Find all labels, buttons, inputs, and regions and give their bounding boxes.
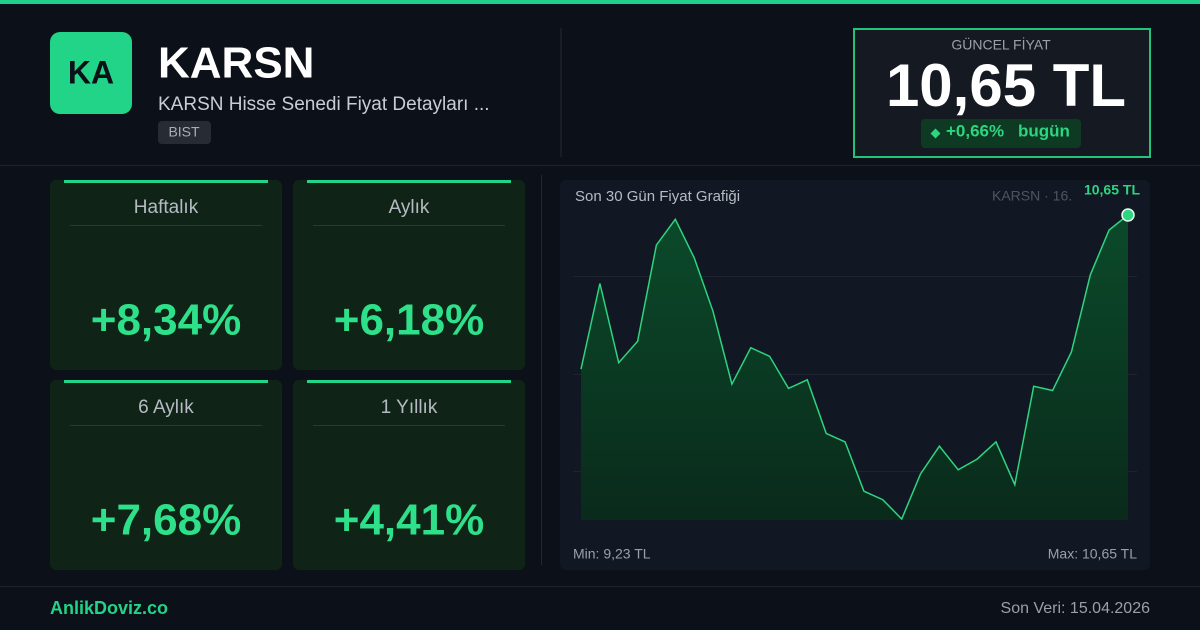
card-label: Haftalık	[134, 197, 199, 218]
card-value: +7,68%	[91, 496, 241, 545]
card-accent	[307, 180, 511, 183]
change-period: bugün	[1018, 121, 1070, 140]
subtitle: KARSN Hisse Senedi Fiyat Detayları ...	[158, 94, 490, 115]
title: KARSN	[158, 39, 314, 88]
change-pill	[921, 119, 1081, 148]
card-label: Aylık	[389, 197, 430, 218]
top-accent	[0, 0, 1200, 4]
card-value: +8,34%	[91, 296, 241, 345]
stat-card	[293, 180, 525, 370]
stat-card	[50, 180, 282, 370]
card-value: +6,18%	[334, 296, 484, 345]
card-accent	[64, 180, 268, 183]
logo-text: KA	[68, 54, 114, 90]
stat-card	[50, 380, 282, 570]
min-label: Min: 9,23 TL	[573, 546, 651, 562]
max-label: Max: 10,65 TL	[1048, 546, 1137, 562]
card-value: +4,41%	[334, 496, 484, 545]
card-label: 1 Yıllık	[381, 397, 438, 418]
badge-text: BIST	[168, 124, 200, 140]
price-value: 10,65 TL	[886, 52, 1126, 119]
change-value: +0,66%	[946, 121, 1004, 140]
chart-title: Son 30 Gün Fiyat Grafiği	[575, 188, 740, 205]
plot: 10,65 TL	[580, 182, 1140, 521]
card-accent	[64, 380, 268, 383]
value-label: 10,65 TL	[1084, 182, 1140, 198]
area	[581, 215, 1128, 520]
line	[580, 214, 1129, 521]
card-accent	[307, 380, 511, 383]
cards: Haftalık +8,34% Aylık +6,18% 6 Aylık +7,68% 1 …	[50, 180, 525, 570]
price-label: GÜNCEL FİYAT	[951, 36, 1051, 53]
card-label: 6 Aylık	[138, 397, 194, 418]
change-icon	[930, 128, 941, 139]
logo	[50, 32, 132, 114]
badge	[158, 121, 211, 144]
brand: AnlikDoviz.co	[50, 598, 168, 618]
last-update: Son Veri: 15.04.2026	[1001, 600, 1151, 617]
stat-card	[293, 380, 525, 570]
last-point	[1121, 208, 1135, 222]
chart-legend: KARSN · 16.	[992, 188, 1072, 204]
